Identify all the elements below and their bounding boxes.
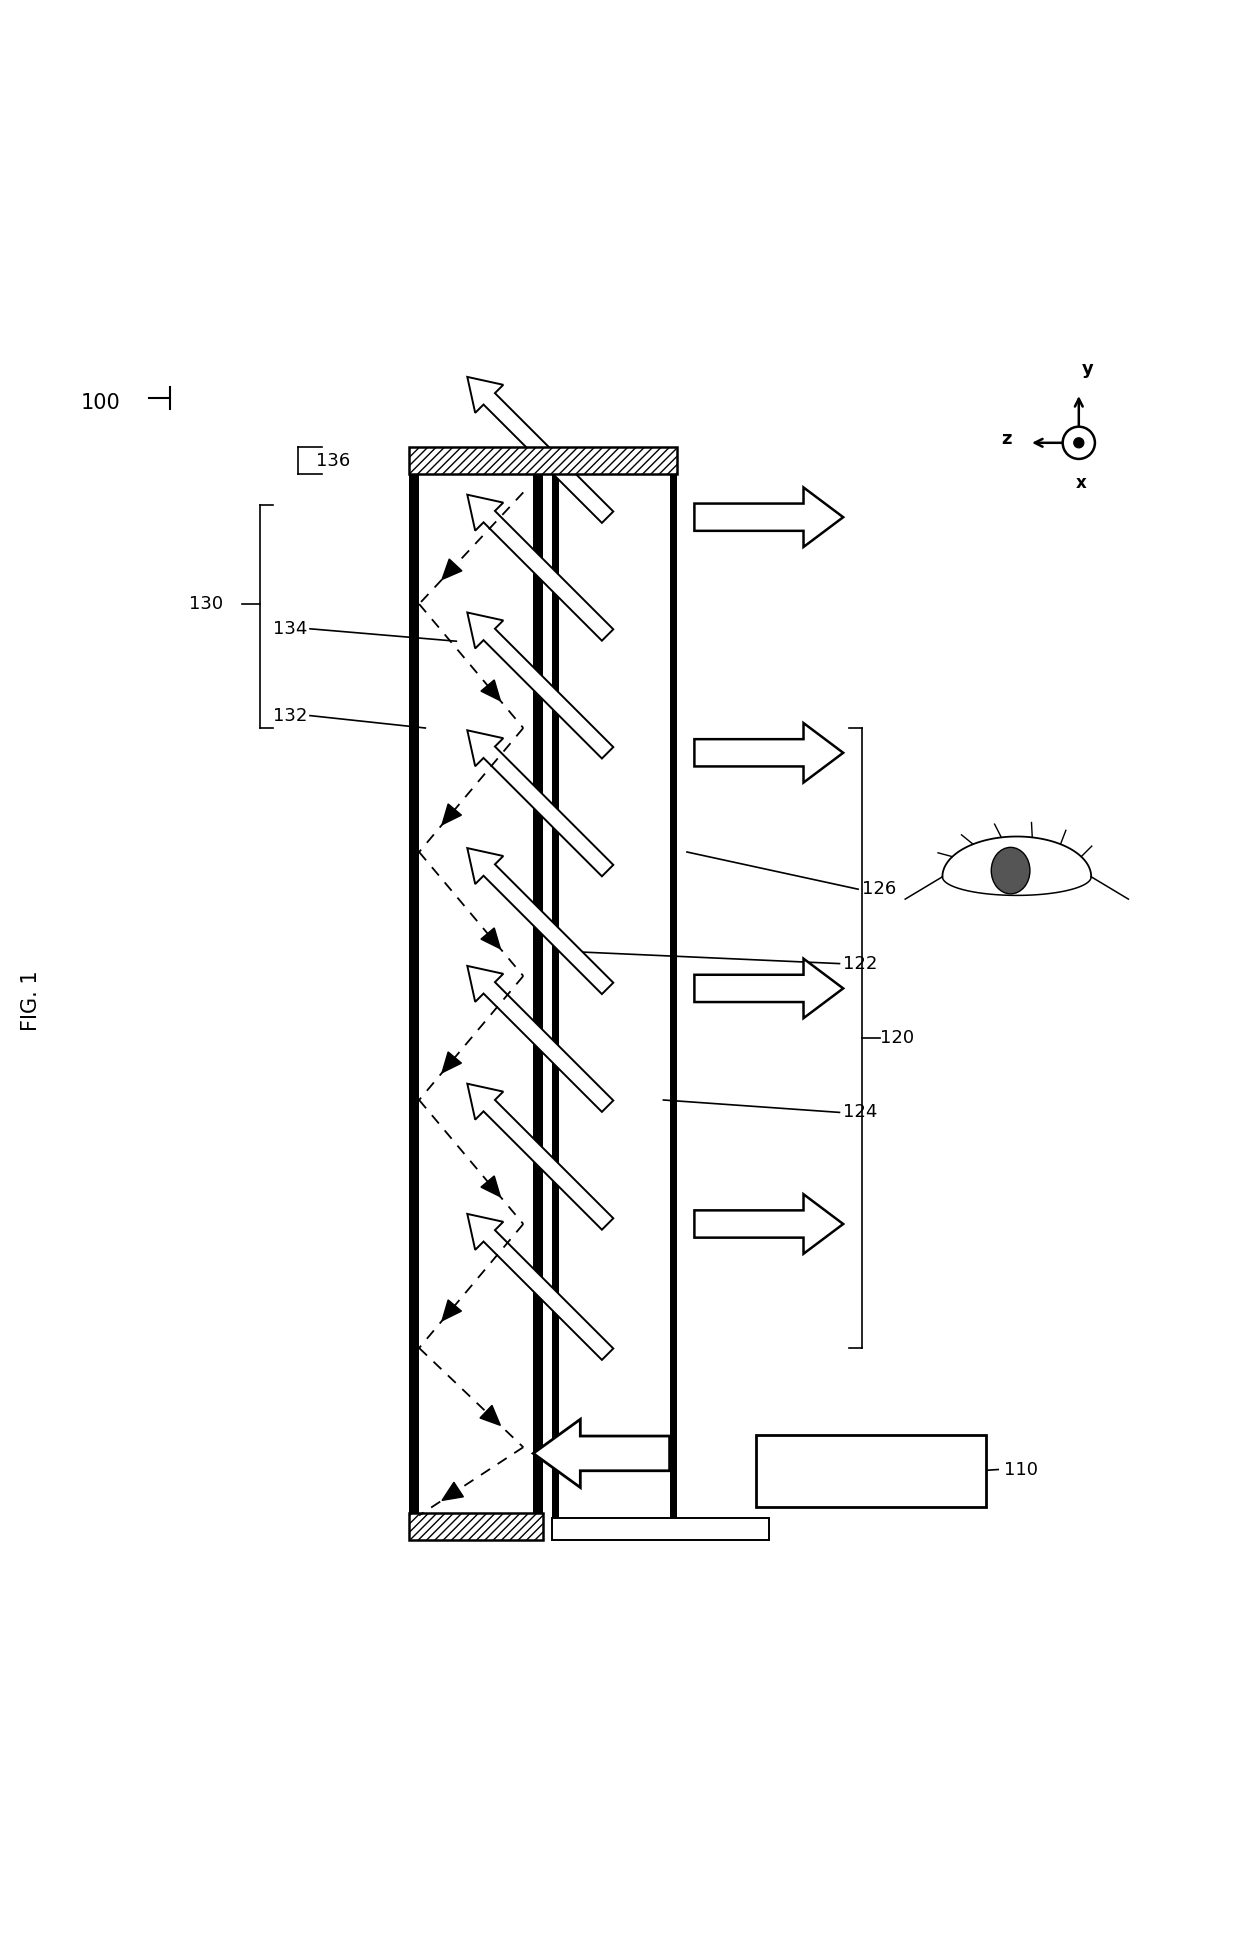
Polygon shape	[467, 1083, 614, 1230]
Polygon shape	[441, 1482, 464, 1501]
Text: 130: 130	[188, 595, 223, 613]
Polygon shape	[441, 1052, 461, 1074]
Bar	[409, 1513, 543, 1540]
Polygon shape	[481, 679, 501, 701]
Polygon shape	[467, 377, 614, 523]
Text: 124: 124	[843, 1103, 878, 1120]
Polygon shape	[694, 488, 843, 547]
Text: 110: 110	[1004, 1460, 1038, 1478]
Bar	[670, 455, 677, 1540]
Text: z: z	[1002, 429, 1012, 449]
Polygon shape	[467, 730, 614, 876]
Bar	[552, 1519, 769, 1540]
Polygon shape	[481, 927, 501, 949]
Text: y: y	[1081, 361, 1094, 379]
Bar	[756, 1435, 986, 1507]
Polygon shape	[467, 966, 614, 1113]
Polygon shape	[481, 1175, 501, 1197]
Bar	[409, 455, 419, 1540]
Text: 100: 100	[81, 392, 120, 414]
Text: 136: 136	[316, 453, 351, 470]
Polygon shape	[441, 558, 463, 580]
Text: 132: 132	[273, 707, 308, 724]
Polygon shape	[694, 722, 843, 783]
Polygon shape	[694, 958, 843, 1019]
Polygon shape	[467, 494, 614, 640]
Polygon shape	[441, 1300, 461, 1322]
Polygon shape	[694, 1195, 843, 1253]
Bar	[552, 455, 559, 1540]
Text: 122: 122	[843, 955, 878, 972]
Ellipse shape	[991, 847, 1030, 894]
Text: 120: 120	[880, 1029, 915, 1046]
Polygon shape	[533, 1419, 670, 1487]
Text: x: x	[1076, 474, 1086, 492]
Circle shape	[1063, 427, 1095, 459]
Polygon shape	[467, 1214, 614, 1361]
Polygon shape	[480, 1405, 501, 1425]
Polygon shape	[467, 847, 614, 994]
Circle shape	[1074, 437, 1084, 447]
Bar	[533, 455, 543, 1540]
Text: 126: 126	[862, 880, 897, 898]
Text: IMAGING DEVICE: IMAGING DEVICE	[812, 1464, 930, 1478]
Text: 134: 134	[273, 621, 308, 638]
Polygon shape	[441, 804, 461, 824]
Polygon shape	[467, 613, 614, 759]
Bar	[409, 447, 677, 474]
Text: FIG. 1: FIG. 1	[21, 970, 41, 1031]
